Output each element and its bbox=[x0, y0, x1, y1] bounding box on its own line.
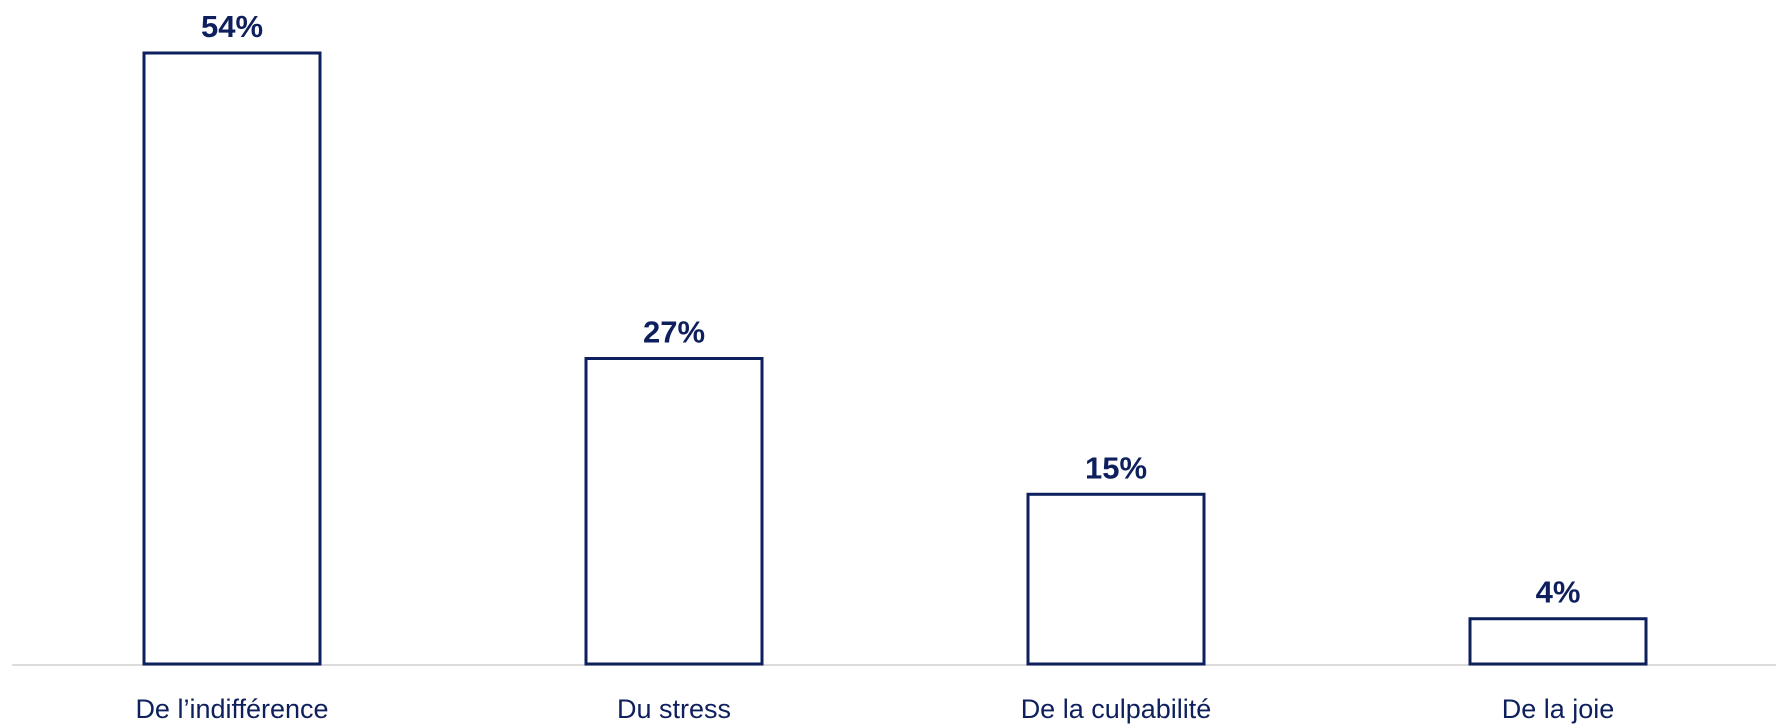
data-label-3: 15% bbox=[1085, 450, 1147, 485]
data-label-2: 27% bbox=[643, 315, 705, 350]
bars-group bbox=[142, 51, 1648, 666]
data-label-4: 4% bbox=[1536, 575, 1581, 610]
bar-4 bbox=[1468, 617, 1648, 666]
category-label-3: De la culpabilité bbox=[1021, 694, 1212, 724]
category-label-4: De la joie bbox=[1502, 694, 1615, 724]
data-label-1: 54% bbox=[201, 9, 263, 44]
labels-group: 54% De l’indifférence 27% Du stress 15% De la… bbox=[135, 9, 1614, 724]
category-label-2: Du stress bbox=[617, 694, 731, 724]
bar-2 bbox=[584, 357, 764, 666]
bar-1 bbox=[142, 51, 322, 666]
bar-3 bbox=[1026, 492, 1206, 666]
category-label-1: De l’indifférence bbox=[135, 694, 328, 724]
